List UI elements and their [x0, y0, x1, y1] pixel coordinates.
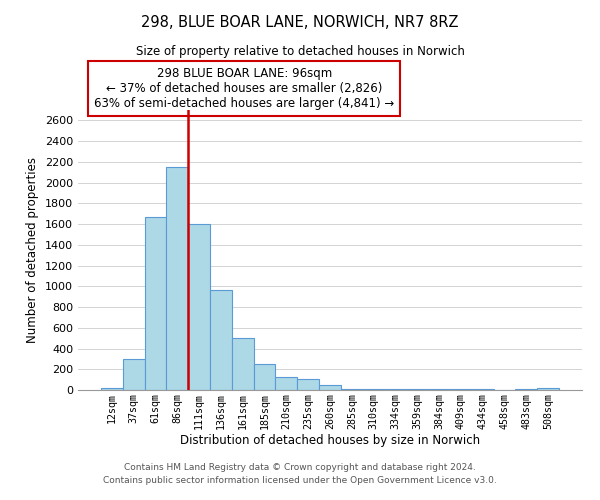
Text: Size of property relative to detached houses in Norwich: Size of property relative to detached ho… — [136, 45, 464, 58]
Bar — [101, 388, 123, 390]
Bar — [123, 359, 145, 390]
Text: Contains HM Land Registry data © Crown copyright and database right 2024.
Contai: Contains HM Land Registry data © Crown c… — [103, 464, 497, 485]
Bar — [319, 386, 341, 390]
Bar — [166, 167, 188, 390]
Text: 298, BLUE BOAR LANE, NORWICH, NR7 8RZ: 298, BLUE BOAR LANE, NORWICH, NR7 8RZ — [141, 15, 459, 30]
Bar — [210, 290, 232, 390]
Bar — [254, 364, 275, 390]
Text: 298 BLUE BOAR LANE: 96sqm
← 37% of detached houses are smaller (2,826)
63% of se: 298 BLUE BOAR LANE: 96sqm ← 37% of detac… — [94, 67, 394, 110]
Y-axis label: Number of detached properties: Number of detached properties — [26, 157, 40, 343]
Bar — [297, 379, 319, 390]
X-axis label: Distribution of detached houses by size in Norwich: Distribution of detached houses by size … — [180, 434, 480, 448]
Bar — [188, 224, 210, 390]
Bar — [232, 338, 254, 390]
Bar — [275, 376, 297, 390]
Bar — [145, 217, 166, 390]
Bar — [537, 388, 559, 390]
